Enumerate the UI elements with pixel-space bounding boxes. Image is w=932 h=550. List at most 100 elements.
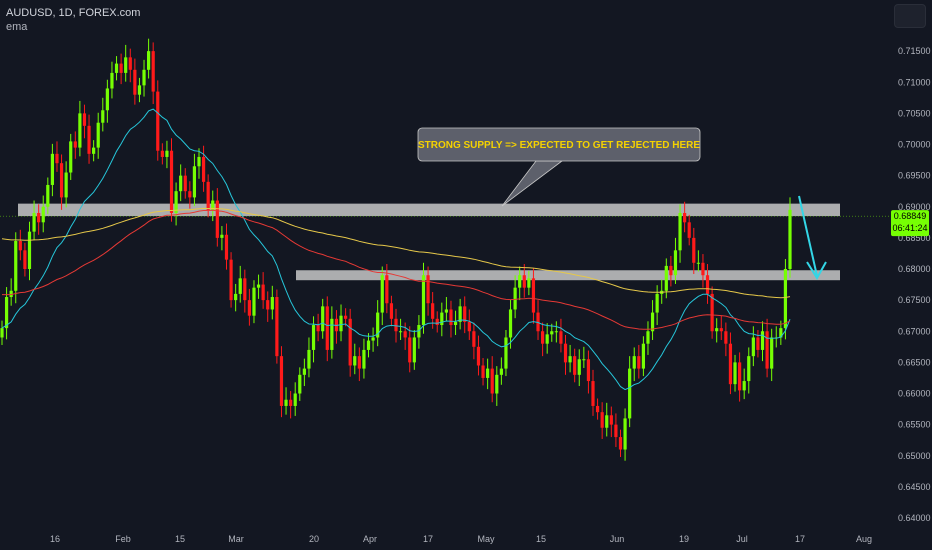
countdown-value: 06:41:24	[892, 223, 927, 233]
candle-body	[664, 265, 668, 291]
callout-box[interactable]	[417, 127, 701, 162]
candle-body	[490, 368, 494, 394]
candle-body	[114, 63, 119, 73]
candle-body	[385, 275, 389, 304]
candle-body	[453, 321, 458, 326]
candle-body	[683, 212, 687, 223]
price-tick-label: 0.69500	[898, 171, 931, 181]
candle-body	[96, 122, 100, 148]
candle-body	[431, 303, 435, 319]
time-tick-label: 17	[423, 534, 433, 544]
time-tick-label: Mar	[228, 534, 244, 544]
candle-body	[266, 300, 270, 310]
candle-body	[78, 113, 82, 148]
candle-body	[87, 125, 91, 154]
candle-body	[568, 356, 572, 363]
candle-body	[751, 337, 755, 357]
down-arrow-shaft	[798, 195, 818, 277]
candle-body	[623, 418, 627, 450]
candle-body	[0, 328, 4, 338]
candle-body	[32, 212, 36, 232]
candle-body	[302, 368, 306, 375]
candle-body	[687, 222, 691, 238]
candle-body	[394, 318, 398, 332]
candle-body	[9, 290, 13, 298]
candle-body	[18, 240, 22, 251]
candle-body	[765, 331, 769, 369]
price-axis[interactable]: 0.71500 0.71000 0.70500 0.70000 0.69500 0.690…	[898, 46, 931, 523]
candle-body	[151, 51, 155, 92]
candle-body	[339, 315, 343, 332]
price-tick-label: 0.70500	[898, 108, 931, 118]
candle-body	[307, 349, 311, 369]
candle-body	[261, 284, 265, 301]
candle-body	[632, 356, 636, 369]
candle-body	[779, 328, 783, 338]
price-tick-label: 0.67000	[898, 326, 931, 336]
time-tick-label: 17	[795, 534, 805, 544]
candle-body	[738, 362, 742, 391]
candle-body	[426, 275, 430, 304]
candle-body	[73, 141, 77, 148]
candle-body	[742, 381, 746, 391]
candle-body	[353, 356, 357, 366]
symbol-title[interactable]: AUDUSD, 1D, FOREX.com	[6, 7, 141, 19]
candle-body	[92, 147, 96, 154]
candle-body	[582, 359, 586, 361]
time-axis[interactable]: 16 Feb 15 Mar 20 Apr 17 May 15 Jun 19 Jul 17 Aug	[50, 534, 872, 544]
candle-body	[119, 63, 123, 73]
time-tick-label: Jul	[736, 534, 748, 544]
price-tick-label: 0.68500	[898, 233, 931, 243]
candle-body	[513, 287, 517, 310]
candle-body	[270, 297, 274, 310]
candle-body	[733, 362, 737, 385]
candle-body	[760, 331, 765, 350]
price-tick-label: 0.69000	[898, 202, 931, 212]
indicator-label[interactable]: ema	[6, 21, 28, 33]
candle-body	[289, 399, 293, 406]
candle-body	[527, 278, 531, 288]
candle-body	[50, 153, 54, 185]
candle-body	[311, 325, 316, 350]
ema-line-100	[2, 209, 791, 330]
candle-body	[275, 297, 279, 357]
candle-body	[64, 172, 68, 198]
price-tick-label: 0.70000	[898, 140, 931, 150]
candle-body	[421, 275, 426, 326]
price-tick-label: 0.65500	[898, 420, 931, 430]
ema-line-20	[1, 108, 791, 391]
candle-body	[206, 181, 210, 210]
candle-body	[449, 309, 453, 326]
candle-body	[284, 399, 288, 406]
candle-body	[696, 262, 700, 264]
candle-body	[600, 412, 604, 428]
price-tick-label: 0.66500	[898, 357, 931, 367]
candle-body	[719, 328, 723, 332]
time-tick-label: May	[477, 534, 495, 544]
candle-body	[609, 415, 613, 425]
time-tick-label: 15	[536, 534, 546, 544]
candle-body	[215, 200, 219, 238]
candle-body	[243, 278, 247, 301]
candle-body	[279, 356, 284, 406]
candle-body	[46, 184, 50, 207]
candle-body	[508, 309, 513, 338]
chart-menu-button[interactable]	[894, 4, 926, 28]
callout-text: STRONG SUPPLY => EXPECTED TO GET REJECTE…	[418, 140, 700, 151]
candle-body	[160, 150, 164, 157]
candle-body	[23, 250, 27, 269]
price-tick-label: 0.64500	[898, 482, 931, 492]
candle-body	[330, 318, 334, 350]
candle-body	[147, 51, 151, 70]
candle-body	[325, 306, 329, 350]
down-arrow-head	[806, 261, 827, 280]
candle-body	[756, 337, 760, 350]
time-tick-label: 16	[50, 534, 60, 544]
time-tick-label: Feb	[115, 534, 131, 544]
candle-body	[554, 331, 558, 333]
candle-body	[591, 381, 595, 406]
supply-zone-1	[18, 203, 840, 217]
candle-body	[486, 368, 490, 378]
last-price-badge[interactable]	[891, 210, 929, 237]
